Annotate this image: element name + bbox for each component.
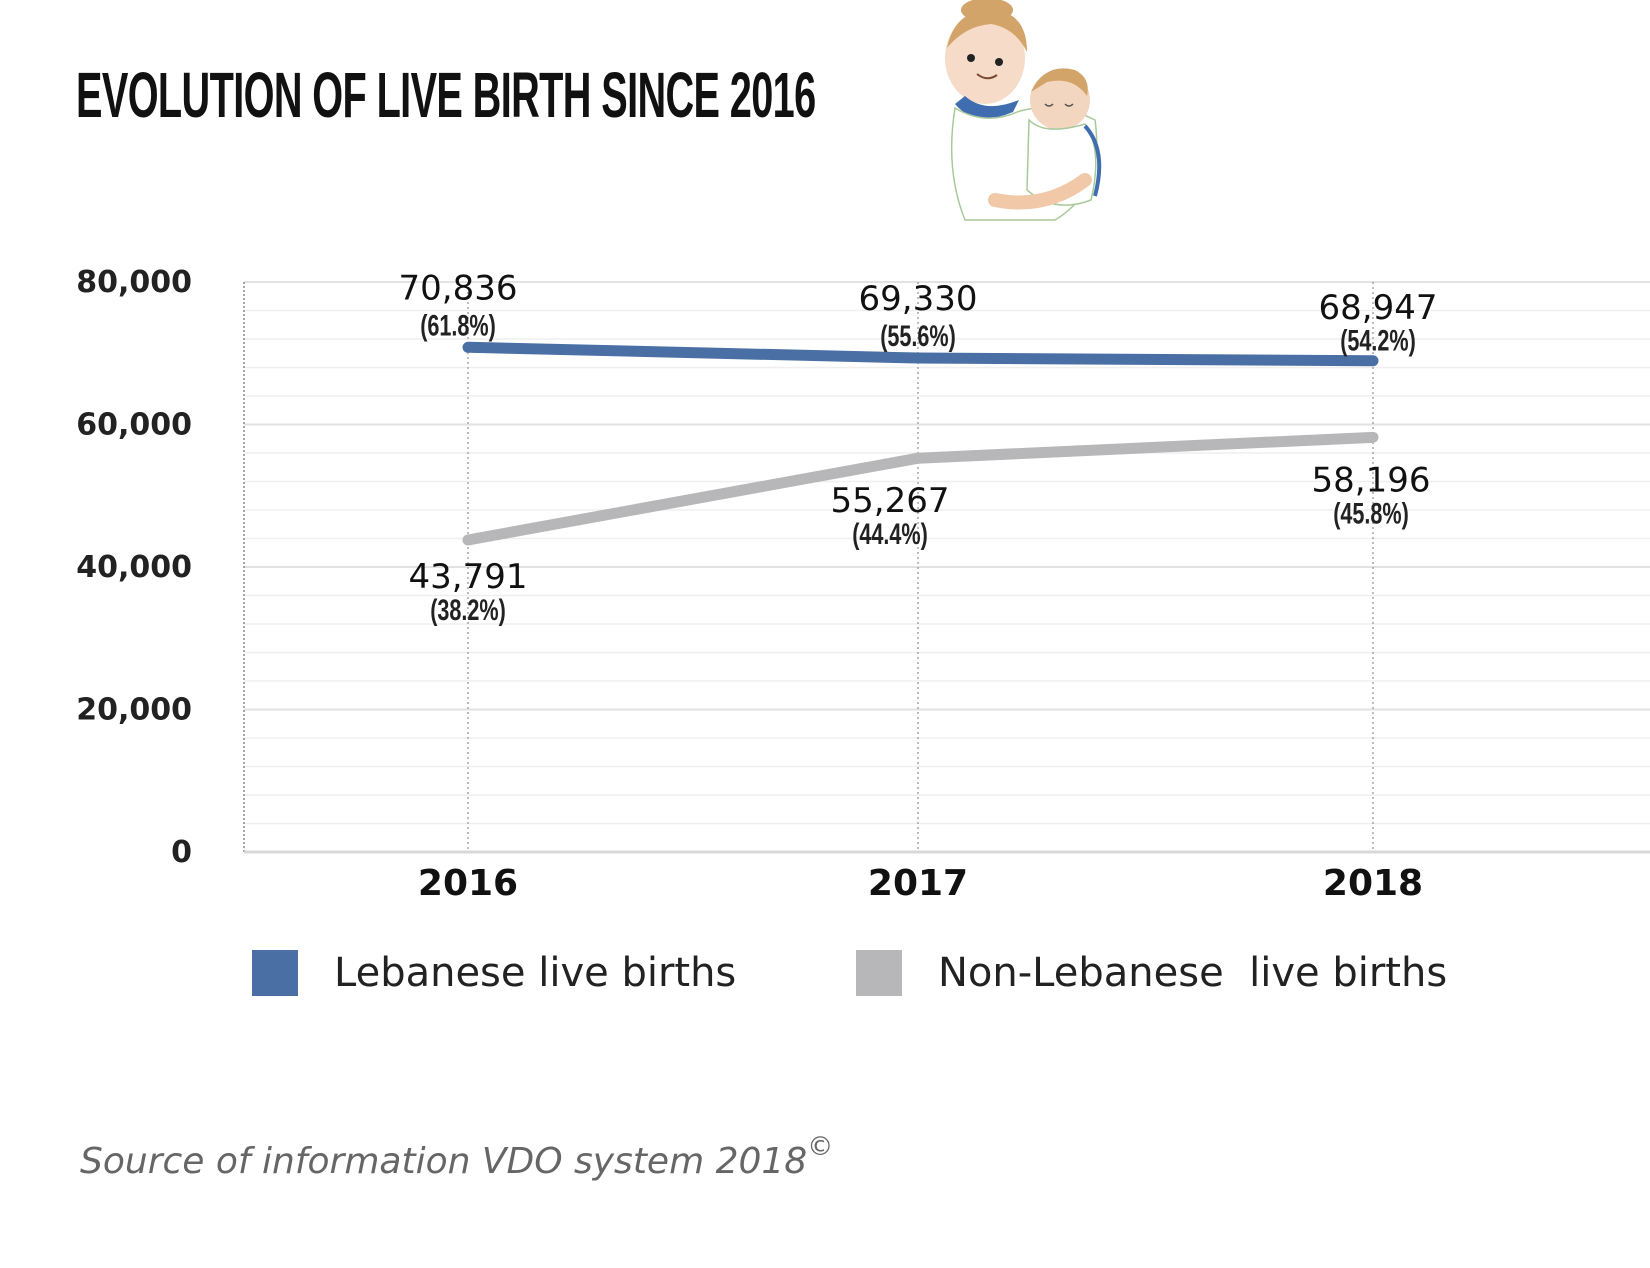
mother-hair (947, 9, 1027, 52)
chart-title: EVOLUTION OF LIVE BIRTH SINCE 2016 (76, 59, 816, 131)
data-label-value: 58,196 (1312, 460, 1431, 500)
mother-baby-illustration (945, 0, 1102, 221)
series-line-non-lebanese (462, 431, 1379, 546)
x-tick-label: 2018 (1323, 863, 1423, 904)
series-lines (462, 341, 1379, 546)
blanket-strap (1083, 124, 1102, 197)
y-tick-label: 60,000 (76, 408, 192, 443)
data-label-value: 69,330 (859, 279, 978, 319)
data-label-percent: (61.8%) (420, 308, 496, 342)
data-label-percent: (55.6%) (880, 318, 956, 352)
copyright-mark: © (807, 1132, 834, 1162)
mother-face (945, 12, 1025, 104)
x-tick-labels: 2016 2017 2018 (418, 863, 1423, 904)
legend-item-non-lebanese: Non-Lebanese live births (856, 950, 1447, 996)
mother-eye-left (967, 54, 975, 62)
y-tick-label: 40,000 (76, 550, 192, 585)
mother-eye-right (995, 58, 1003, 66)
data-label-value: 43,791 (409, 557, 528, 597)
legend-swatch-non-lebanese (856, 950, 902, 996)
mother-collar (955, 96, 1019, 119)
baby-hair (1031, 68, 1088, 96)
baby-eye-right (1064, 103, 1074, 107)
data-label-percent: (54.2%) (1340, 323, 1416, 357)
y-tick-label: 80,000 (76, 265, 192, 300)
x-guide-lines (467, 282, 1374, 852)
legend-label-lebanese: Lebanese live births (334, 950, 737, 996)
data-labels: 70,836(61.8%) 69,330(55.6%) 68,947(54.2%) 4… (399, 268, 1438, 627)
series-line-lebanese (462, 341, 1379, 367)
mother-arm (988, 173, 1092, 210)
data-label-percent: (45.8%) (1333, 496, 1409, 530)
grid-minor-lines (244, 309, 1650, 825)
x-tick-label: 2016 (418, 863, 518, 904)
legend-item-lebanese: Lebanese live births (252, 950, 736, 996)
baby-face (1030, 70, 1090, 130)
baby-eye-left (1044, 103, 1054, 107)
source-text: Source of information VDO system 2018 (80, 1141, 808, 1182)
x-tick-label: 2017 (868, 863, 968, 904)
mother-smile (976, 73, 998, 80)
y-tick-label: 20,000 (76, 693, 192, 728)
data-label-percent: (44.4%) (852, 517, 928, 551)
line-chart: 0 20,000 40,000 60,000 80,000 2016 2017 2018 7… (76, 265, 1650, 904)
data-label-value: 70,836 (399, 268, 518, 308)
legend-label-non-lebanese: Non-Lebanese live births (938, 950, 1448, 996)
y-tick-labels: 0 20,000 40,000 60,000 80,000 (76, 265, 192, 870)
y-tick-label: 0 (171, 835, 192, 870)
data-label-value: 55,267 (831, 481, 950, 521)
legend-swatch-lebanese (252, 950, 298, 996)
data-label-percent: (38.2%) (430, 592, 506, 626)
data-label-value: 68,947 (1319, 288, 1438, 328)
source-note: Source of information VDO system 2018© (80, 1132, 833, 1182)
